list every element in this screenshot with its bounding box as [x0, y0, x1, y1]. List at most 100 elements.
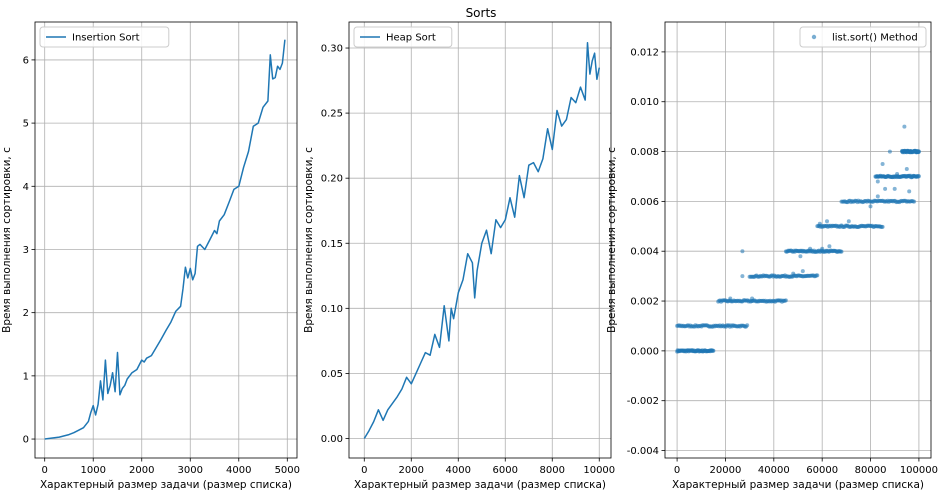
- legend-box: [799, 26, 927, 48]
- legend-marker-swatch: [811, 34, 817, 40]
- scatter-point: [728, 296, 733, 301]
- axes-frame: [348, 21, 612, 459]
- scatter-point: [907, 189, 912, 194]
- legend-label: Heap Sort: [386, 33, 436, 44]
- scatter-point: [815, 273, 820, 278]
- grid: [349, 22, 611, 458]
- y-tick-label: -0.002: [627, 396, 659, 407]
- x-tick-label: 100000: [900, 465, 938, 476]
- scatter-point: [892, 186, 897, 191]
- scatter-point: [820, 246, 825, 251]
- x-tick-label: 2000: [129, 465, 154, 476]
- legend-box: [353, 26, 453, 48]
- y-tick-label: 0.00: [321, 434, 343, 445]
- scatter-point: [846, 219, 851, 224]
- scatter-point: [912, 149, 917, 154]
- y-tick-label: 3: [23, 245, 29, 256]
- y-tick-label: 0.002: [630, 297, 659, 308]
- data-layer: [675, 124, 921, 354]
- x-tick-label: 6000: [493, 465, 518, 476]
- x-tick-label: 2000: [399, 465, 424, 476]
- scatter-point: [745, 323, 750, 328]
- grid: [665, 22, 931, 458]
- scatter-point: [798, 254, 803, 259]
- figure-suptitle: Sorts: [466, 6, 497, 20]
- x-tick-label: 3000: [178, 465, 203, 476]
- y-tick-label: 0.000: [630, 346, 659, 357]
- y-tick-label: 0.008: [630, 147, 659, 158]
- y-tick-label: 0.15: [321, 239, 343, 250]
- y-tick-label: 0: [23, 435, 29, 446]
- scatter-point: [916, 174, 921, 179]
- y-tick-label: -0.004: [627, 446, 659, 457]
- y-tick-label: 0.012: [630, 47, 659, 58]
- x-tick-label: 4000: [446, 465, 471, 476]
- x-tick-label: 1000: [80, 465, 105, 476]
- y-tick-label: 0.010: [630, 97, 659, 108]
- data-layer: [363, 42, 601, 439]
- scatter-point: [912, 199, 917, 204]
- scatter-point: [808, 246, 813, 251]
- y-tick-label: 6: [23, 55, 29, 66]
- data-layer: [44, 39, 286, 440]
- x-tick-label: 10000: [583, 465, 615, 476]
- x-tick-label: 20000: [710, 465, 742, 476]
- x-tick-label: 60000: [806, 465, 838, 476]
- x-axis-label: Характерный размер задачи (размер списка…: [672, 479, 924, 491]
- legend: Insertion Sort: [39, 26, 170, 48]
- y-tick-label: 0.10: [321, 304, 343, 315]
- x-tick-label: 8000: [540, 465, 565, 476]
- legend: Heap Sort: [353, 26, 453, 48]
- series-line-heap-sort: [363, 42, 601, 439]
- scatter-point: [740, 249, 745, 254]
- x-tick-label: 0: [361, 465, 367, 476]
- legend-label: Insertion Sort: [72, 33, 140, 44]
- scatter-point: [711, 348, 716, 353]
- y-axis-label: Время выполнения сортировки, с: [1, 147, 13, 333]
- x-axis-label: Характерный размер задачи (размер списка…: [40, 479, 292, 491]
- subplot-3: 0 20000 40000 60000 80000 100000 -0.004 -0.002 0…: [606, 21, 938, 491]
- y-tick-label: 1: [23, 371, 29, 382]
- scatter-point: [783, 298, 788, 303]
- y-axis-label: Время выполнения сортировки, с: [606, 147, 618, 333]
- subplot-1: 0 1000 2000 3000 4000 5000 0 1 2 3 4 5 6 Характерный …: [1, 21, 300, 491]
- scatter-point: [839, 249, 844, 254]
- scatter-point: [825, 219, 829, 224]
- y-tick-label: 0.25: [321, 109, 343, 120]
- scatter-point: [740, 274, 745, 279]
- scatter-point: [880, 162, 885, 166]
- grid: [35, 22, 297, 458]
- y-tick-label: 4: [23, 182, 29, 193]
- scatter-point: [791, 271, 796, 276]
- scatter-point: [902, 124, 907, 129]
- y-tick-label: 5: [23, 119, 29, 130]
- legend: list.sort() Method: [799, 26, 927, 48]
- y-tick-label: 0.006: [630, 197, 659, 208]
- x-tick-label: 40000: [758, 465, 790, 476]
- y-tick-label: 0.004: [630, 247, 659, 258]
- x-tick-label: 5000: [275, 465, 300, 476]
- series-line-insertion-sort: [44, 39, 286, 440]
- scatter-point: [750, 296, 755, 301]
- scatter-point: [868, 204, 873, 209]
- axes-frame: [664, 21, 932, 459]
- scatter-point: [875, 194, 880, 199]
- scatter-point: [800, 269, 805, 274]
- x-tick-label: 80000: [855, 465, 887, 476]
- y-tick-label: 0.30: [321, 44, 343, 55]
- subplot-2: 0 2000 4000 6000 8000 10000 0.00 0.05 0.10 0.15 0.…: [303, 21, 615, 491]
- scatter-point: [883, 186, 888, 191]
- y-tick-label: 0.05: [321, 369, 343, 380]
- legend-box: [39, 26, 170, 48]
- scatter-point: [895, 172, 900, 176]
- y-tick-label: 0.20: [321, 174, 343, 185]
- y-tick-label: 2: [23, 308, 29, 319]
- scatter-point: [887, 149, 892, 154]
- x-tick-label: 0: [674, 465, 680, 476]
- y-axis-label: Время выполнения сортировки, с: [303, 147, 315, 333]
- axes-frame: [34, 21, 298, 459]
- scatter-point: [817, 221, 822, 226]
- legend-label: list.sort() Method: [832, 33, 918, 44]
- x-tick-label: 4000: [226, 465, 251, 476]
